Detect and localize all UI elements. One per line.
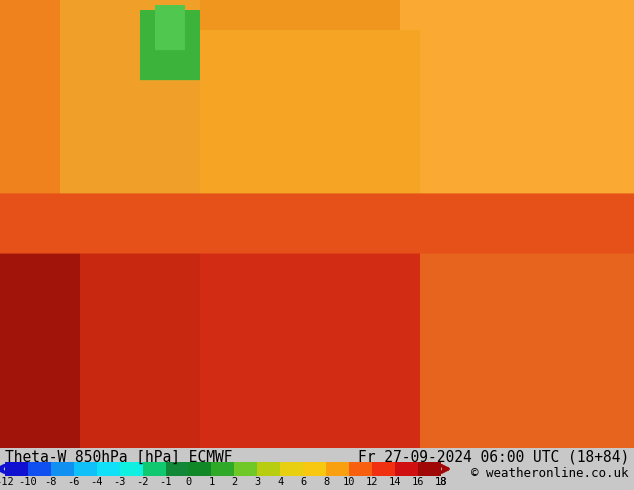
Text: -3: -3 bbox=[113, 477, 126, 488]
Bar bbox=[5, 462, 28, 476]
Text: 4: 4 bbox=[277, 477, 283, 488]
Bar bbox=[280, 462, 303, 476]
Bar bbox=[120, 462, 143, 476]
Bar bbox=[143, 462, 165, 476]
Text: 8: 8 bbox=[323, 477, 329, 488]
Bar bbox=[188, 462, 211, 476]
Bar bbox=[418, 462, 441, 476]
Text: Theta-W 850hPa [hPa] ECMWF: Theta-W 850hPa [hPa] ECMWF bbox=[5, 450, 233, 465]
Text: -12: -12 bbox=[0, 477, 15, 488]
Text: 0: 0 bbox=[185, 477, 191, 488]
Bar bbox=[28, 462, 51, 476]
Text: -8: -8 bbox=[44, 477, 57, 488]
Text: 16: 16 bbox=[411, 477, 424, 488]
Text: 10: 10 bbox=[343, 477, 355, 488]
Text: 3: 3 bbox=[254, 477, 261, 488]
Text: 18: 18 bbox=[434, 477, 447, 488]
Bar bbox=[326, 462, 349, 476]
Text: Fr 27-09-2024 06:00 UTC (18+84): Fr 27-09-2024 06:00 UTC (18+84) bbox=[358, 450, 629, 465]
Text: 2: 2 bbox=[231, 477, 238, 488]
Bar bbox=[165, 462, 188, 476]
Bar bbox=[211, 462, 235, 476]
Bar bbox=[349, 462, 372, 476]
Text: -4: -4 bbox=[91, 477, 103, 488]
Text: 6: 6 bbox=[300, 477, 306, 488]
Bar bbox=[235, 462, 257, 476]
Bar bbox=[51, 462, 74, 476]
Text: -2: -2 bbox=[136, 477, 149, 488]
Text: 14: 14 bbox=[389, 477, 401, 488]
Bar bbox=[257, 462, 280, 476]
Bar bbox=[74, 462, 97, 476]
Text: -10: -10 bbox=[18, 477, 37, 488]
Bar bbox=[97, 462, 120, 476]
Text: -6: -6 bbox=[68, 477, 80, 488]
Bar bbox=[303, 462, 326, 476]
Bar bbox=[372, 462, 395, 476]
Bar bbox=[395, 462, 418, 476]
Text: 18: 18 bbox=[434, 477, 447, 488]
Text: 1: 1 bbox=[208, 477, 214, 488]
Text: © weatheronline.co.uk: © weatheronline.co.uk bbox=[472, 467, 629, 481]
Text: 12: 12 bbox=[366, 477, 378, 488]
Text: -1: -1 bbox=[159, 477, 172, 488]
